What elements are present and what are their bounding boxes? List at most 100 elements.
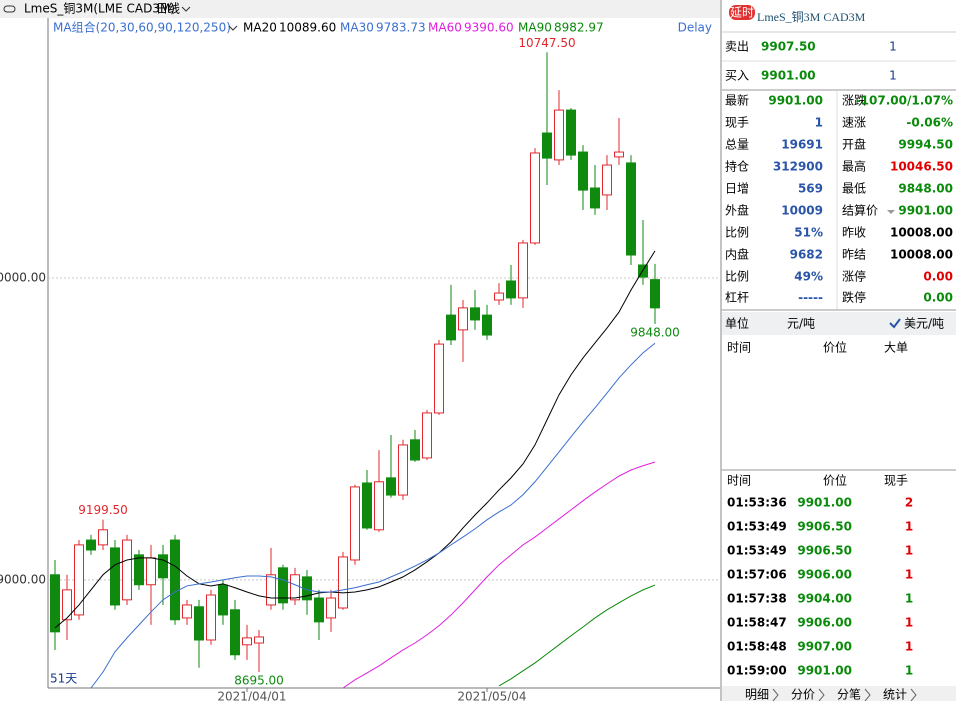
candle-body (398, 444, 408, 496)
trade-time: 01:53:49 (727, 520, 787, 534)
candle-body (158, 554, 168, 579)
unit-label: 单位 (725, 316, 749, 331)
candle-body (314, 597, 324, 623)
legend-name: MA60 (428, 21, 462, 35)
unit-usd[interactable]: 美元/吨 (904, 317, 944, 331)
candle-body (230, 609, 240, 656)
candle-body (626, 162, 636, 256)
extreme-label: 9848.00 (630, 325, 680, 339)
stat-label: 比例 (725, 270, 749, 284)
legend-value: 9390.60 (464, 21, 514, 35)
stat-label: 开盘 (842, 137, 866, 152)
ma-line (498, 584, 656, 687)
stat-value: 312900 (773, 160, 823, 174)
stat-value: 10009 (781, 204, 823, 218)
candle-body (530, 152, 540, 244)
trade-time: 01:58:48 (727, 640, 787, 654)
stat-label: 内盘 (725, 247, 749, 262)
trade-volume: 1 (905, 592, 913, 606)
dropdown-arrow[interactable] (887, 210, 895, 214)
stat-value: 9682 (790, 248, 823, 262)
tab-edge (818, 688, 825, 701)
trade-price: 9906.00 (797, 568, 852, 582)
candle-body (218, 584, 228, 616)
trade-volume: 1 (905, 640, 913, 654)
candle-body (506, 280, 516, 299)
ma-group[interactable]: MA组合(20,30,60,90,120,250) (53, 20, 231, 35)
symbol-label[interactable]: LmeS_铜3M(LME CAD3M) (24, 1, 175, 16)
toolbar (0, 0, 720, 18)
trade-price: 9901.00 (797, 496, 852, 510)
tab-bar (722, 686, 956, 701)
trade-volume: 1 (905, 520, 913, 534)
candle-body (482, 314, 492, 336)
candle-body (566, 109, 576, 156)
legend-value: 9783.73 (376, 21, 426, 35)
candle-body (170, 539, 180, 621)
candle-body (554, 109, 564, 161)
stat-label: 杠杆 (725, 290, 749, 305)
candle-body (266, 574, 276, 606)
stat-value: 0.00 (923, 291, 953, 305)
stat-label: 总量 (725, 138, 749, 152)
trade-time: 01:59:00 (727, 664, 787, 678)
period-chevron[interactable] (181, 6, 191, 12)
ma-chevron[interactable] (228, 25, 238, 31)
trade-price: 9904.00 (797, 592, 852, 606)
stat-label: 最低 (842, 182, 866, 196)
quote-title: LmeS_铜3M CAD3M (757, 9, 866, 24)
stat-value: -0.06% (906, 116, 953, 130)
period-label[interactable]: 日线 (156, 2, 180, 16)
trade-volume: 1 (905, 616, 913, 630)
bid-price: 9901.00 (761, 69, 816, 83)
stat-value: 9994.50 (898, 138, 953, 152)
bid-label: 买入 (725, 69, 749, 83)
trade-time: 01:53:49 (727, 544, 787, 558)
check-icon (889, 318, 901, 329)
candle-body (362, 482, 372, 529)
trade-time: 01:58:47 (727, 616, 787, 630)
trade-volume: 1 (905, 544, 913, 558)
candle-body (278, 567, 288, 604)
candle-body (86, 539, 96, 551)
stat-value: 569 (798, 182, 823, 196)
candle-body (206, 594, 216, 641)
table-header: 价位 (823, 340, 847, 355)
badge-text: 延时 (730, 6, 754, 20)
trade-price: 9906.50 (797, 520, 852, 534)
candle-body (614, 151, 624, 158)
tab[interactable]: 统计 (883, 688, 907, 701)
stat-value: 49% (794, 270, 823, 284)
candle-body (182, 604, 192, 619)
stat-label: 结算价 (842, 203, 878, 218)
candle-body (470, 307, 480, 321)
y-tick-label: 10000.00 (0, 270, 46, 284)
candle-body (434, 343, 444, 414)
stat-label: 比例 (725, 226, 749, 240)
stat-label: 现手 (725, 116, 749, 130)
tab[interactable]: 分价 (791, 688, 815, 701)
tab[interactable]: 分笔 (837, 687, 861, 701)
stat-label: 跌停 (842, 290, 866, 305)
stat-value: 0.00 (923, 270, 953, 284)
stat-label: 速涨 (842, 115, 866, 130)
stat-value: ----- (798, 291, 823, 305)
candle-body (542, 132, 552, 159)
candle-body (290, 574, 300, 601)
unit-cny[interactable]: 元/吨 (787, 317, 815, 331)
stat-label: 日增 (725, 182, 749, 196)
candle-body (590, 187, 600, 209)
tab[interactable]: 明细 (745, 688, 769, 701)
ask-price: 9907.50 (761, 40, 816, 54)
stat-value: 51% (794, 226, 823, 240)
legend-value: 8982.97 (554, 21, 604, 35)
stat-label: 涨停 (842, 269, 866, 284)
stat-label: 最高 (842, 159, 866, 174)
stat-value: 9848.00 (898, 182, 953, 196)
ma-line (54, 250, 656, 629)
stat-value: -107.00/1.07% (856, 94, 953, 108)
candle-body (446, 314, 456, 341)
legend-name: MA90 (518, 21, 552, 35)
legend-name: MA30 (340, 21, 374, 35)
